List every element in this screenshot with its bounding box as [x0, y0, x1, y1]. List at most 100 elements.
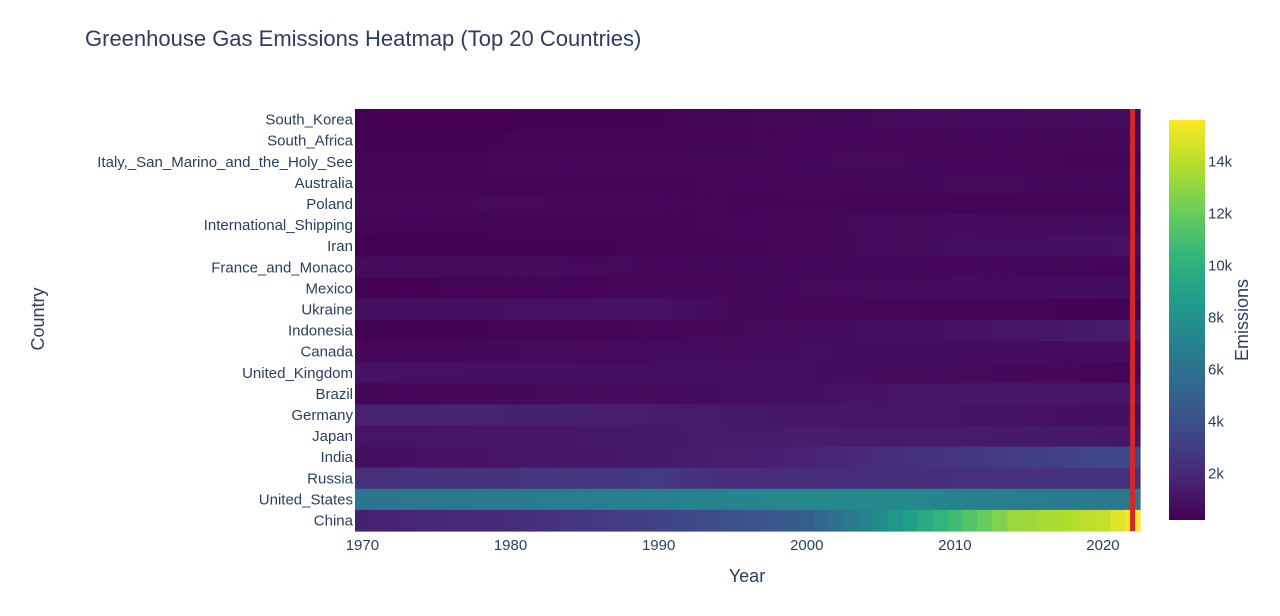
heatmap-cell: [710, 298, 726, 321]
heatmap-cell: [1110, 256, 1126, 279]
heatmap-cell: [666, 298, 682, 321]
heatmap-cell: [888, 151, 904, 173]
heatmap-cell: [443, 488, 460, 511]
colorbar-tick-label: 6k: [1208, 361, 1224, 378]
heatmap-cell: [873, 320, 889, 342]
heatmap-cell: [1036, 235, 1052, 258]
heatmap-cell: [666, 235, 682, 258]
heatmap-cell: [814, 109, 830, 131]
heatmap-cell: [814, 404, 830, 427]
heatmap-cell: [1065, 235, 1082, 258]
heatmap-cell: [1021, 341, 1037, 363]
heatmap-cell: [1095, 172, 1111, 194]
heatmap-cell: [740, 404, 756, 427]
heatmap-cell: [977, 446, 993, 469]
heatmap-cell: [429, 130, 445, 152]
y-tick-label: Iran: [327, 238, 353, 255]
heatmap-cell: [384, 362, 401, 384]
heatmap-cell: [858, 277, 874, 300]
x-tick-label: 2010: [938, 537, 971, 554]
heatmap-cell: [1051, 151, 1067, 173]
heatmap-cell: [858, 425, 874, 448]
heatmap-cell: [814, 214, 830, 237]
heatmap-cell: [1021, 235, 1037, 258]
heatmap-cell: [858, 467, 874, 490]
heatmap-cell: [1021, 320, 1037, 342]
heatmap-cell: [1021, 130, 1037, 152]
heatmap-cell: [488, 151, 504, 173]
heatmap-cell: [503, 509, 519, 532]
heatmap-cell: [399, 404, 415, 427]
heatmap-cell: [769, 151, 786, 173]
heatmap-cell: [917, 341, 934, 363]
heatmap-cell: [1080, 446, 1097, 469]
heatmap-cell: [799, 488, 815, 511]
heatmap-cell: [725, 130, 741, 152]
heatmap-cell: [547, 467, 563, 490]
heatmap-cell: [473, 277, 489, 300]
heatmap-cell: [547, 509, 563, 532]
heatmap-cell: [873, 446, 889, 469]
heatmap-cell: [1110, 362, 1126, 384]
heatmap-cell: [636, 467, 652, 490]
heatmap-cell: [562, 172, 578, 194]
heatmap-cell: [903, 488, 919, 511]
heatmap-cell: [458, 446, 475, 469]
heatmap-cell: [577, 130, 593, 152]
heatmap-cell: [1051, 425, 1067, 448]
heatmap-cell: [784, 151, 800, 173]
heatmap-cell: [977, 109, 993, 131]
heatmap-cell: [843, 235, 860, 258]
heatmap-cell: [666, 109, 682, 131]
heatmap-cell: [473, 446, 489, 469]
heatmap-cell: [873, 404, 889, 427]
heatmap-cell: [1065, 109, 1082, 131]
heatmap-cell: [947, 404, 963, 427]
heatmap-cell: [1051, 214, 1067, 237]
heatmap-cell: [429, 425, 445, 448]
heatmap-cell: [754, 509, 771, 532]
heatmap-cell: [458, 298, 475, 321]
heatmap-cell: [680, 109, 697, 131]
heatmap-cell: [517, 404, 534, 427]
heatmap-cell: [399, 509, 415, 532]
heatmap-cell: [606, 298, 623, 321]
heatmap-cell: [384, 341, 401, 363]
heatmap-cell: [784, 467, 800, 490]
heatmap-cell: [917, 404, 934, 427]
heatmap-cell: [1095, 446, 1111, 469]
heatmap-cell: [369, 235, 386, 258]
heatmap-cell: [991, 467, 1008, 490]
heatmap-cell: [547, 109, 563, 131]
heatmap-cell: [991, 488, 1008, 511]
heatmap-cell: [769, 109, 786, 131]
heatmap-cell: [828, 151, 845, 173]
heatmap-cell: [429, 256, 445, 279]
y-tick-label: France_and_Monaco: [211, 259, 353, 276]
heatmap-cell: [651, 341, 667, 363]
heatmap-cell: [577, 446, 593, 469]
heatmap-cell: [517, 425, 534, 448]
heatmap-cell: [591, 130, 608, 152]
heatmap-cell: [947, 488, 963, 511]
heatmap-cell: [666, 256, 682, 279]
heatmap-cell: [369, 109, 386, 131]
heatmap-cell: [399, 383, 415, 405]
heatmap-cell: [903, 298, 919, 321]
heatmap-cell: [843, 467, 860, 490]
heatmap-cell: [651, 467, 667, 490]
heatmap-cell: [1095, 277, 1111, 300]
heatmap-cell: [799, 130, 815, 152]
y-axis-ticks: South_Korea South_Africa Italy,_San_Marino…: [97, 112, 353, 530]
heatmap-cell: [680, 193, 697, 216]
heatmap-cell: [1110, 193, 1126, 216]
heatmap-cell: [621, 509, 638, 532]
heatmap-cell: [443, 446, 460, 469]
heatmap-cell: [1021, 383, 1037, 405]
heatmap-cell: [473, 404, 489, 427]
heatmap-cell: [414, 362, 430, 384]
heatmap-cell: [517, 256, 534, 279]
heatmap-cell: [606, 446, 623, 469]
heatmap-cell: [517, 509, 534, 532]
heatmap-cell: [473, 193, 489, 216]
